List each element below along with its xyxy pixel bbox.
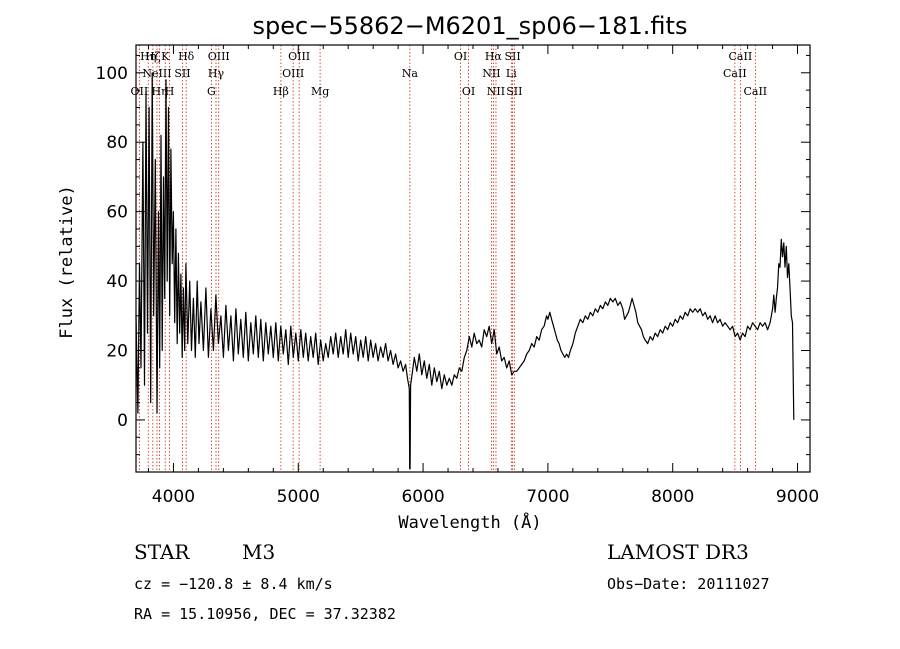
y-tick-label: 20 [106, 341, 128, 361]
line-label: NII [482, 67, 500, 80]
x-axis-label: Wavelength (Å) [398, 511, 541, 533]
line-label: K [161, 50, 170, 63]
line-label: Hβ [273, 85, 289, 98]
y-tick-label: 80 [106, 133, 128, 153]
line-label: NII [487, 85, 505, 98]
line-label: Hδ [178, 50, 195, 63]
chart-title: spec−55862−M6201_sp06−181.fits [253, 12, 688, 40]
redshift-velocity: cz = −120.8 ± 8.4 km/s [134, 575, 333, 593]
observation-date: Obs−Date: 20111027 [607, 575, 770, 593]
y-tick-label: 60 [106, 203, 128, 223]
y-tick-label: 100 [96, 64, 128, 84]
line-label: Hη [140, 50, 156, 63]
y-axis-label: Flux (relative) [57, 185, 77, 339]
line-label: Hη [151, 85, 167, 98]
line-label: CaII [729, 50, 753, 63]
line-label: Li [506, 67, 517, 80]
line-label: CaII [723, 67, 747, 80]
line-label: OII [131, 85, 149, 98]
x-tick-label: 9000 [776, 487, 819, 507]
line-label: OIII [282, 67, 304, 80]
y-tick-label: 0 [117, 411, 128, 431]
line-label: SII [174, 67, 190, 80]
y-axis-ticks: 0 20 40 60 80 100 [96, 54, 810, 456]
line-label: Hα [485, 50, 503, 63]
x-axis-ticks: 4000 5000 6000 7000 8000 9000 [147, 45, 819, 507]
line-label: OI [462, 85, 475, 98]
x-tick-label: 4000 [152, 487, 195, 507]
sky-coordinates: RA = 15.10956, DEC = 37.32382 [134, 605, 396, 623]
line-label: G [207, 85, 216, 98]
line-label: NeIII [142, 67, 171, 80]
line-label: OIII [288, 50, 310, 63]
object-subclass: M3 [242, 540, 275, 564]
line-label: CaII [743, 85, 767, 98]
object-class: STAR [134, 540, 190, 564]
line-label: Na [402, 67, 419, 80]
line-label: SII [506, 85, 522, 98]
x-tick-label: 7000 [526, 487, 569, 507]
survey-name: LAMOST DR3 [607, 540, 749, 564]
line-label: Mg [311, 85, 329, 98]
x-tick-label: 5000 [277, 487, 320, 507]
line-label: SII [504, 50, 520, 63]
line-label: H [165, 85, 175, 98]
flux-series-line [135, 72, 795, 470]
plot-frame [135, 44, 811, 473]
y-tick-label: 40 [106, 272, 128, 292]
x-tick-label: 8000 [651, 487, 694, 507]
line-label: Hζ [145, 50, 161, 63]
line-label: OIII [208, 50, 230, 63]
x-tick-label: 6000 [401, 487, 444, 507]
line-label: OI [454, 50, 467, 63]
spectral-line-labels: OIIHηHζNeIIIHηKHSIIHδGHγOIIIHβOIIIOIIIMg… [131, 50, 768, 98]
line-label: Hγ [208, 67, 225, 80]
spectral-line-markers [138, 45, 756, 472]
